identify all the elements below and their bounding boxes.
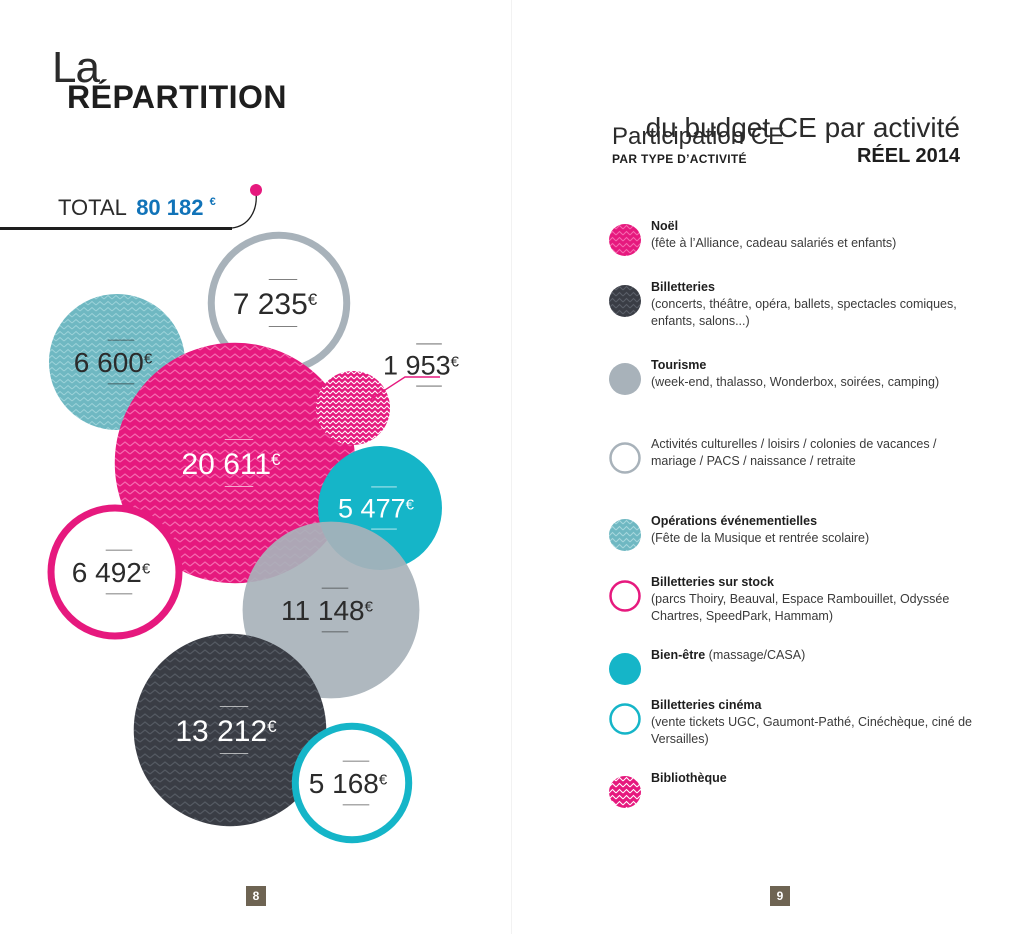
legend-title: Participation CE bbox=[612, 123, 785, 150]
legend-item-name: Billetteries sur stock bbox=[651, 575, 774, 589]
bubble-circle bbox=[291, 722, 413, 844]
legend-item-detail: (massage/CASA) bbox=[708, 648, 806, 662]
page-number-left: 8 bbox=[246, 886, 266, 906]
legend-swatch-icon bbox=[609, 224, 641, 256]
legend-item-detail: (parcs Thoiry, Beauval, Espace Rambouill… bbox=[651, 592, 950, 623]
legend-item-detail: Activités culturelles / loisirs / coloni… bbox=[651, 437, 937, 468]
legend-swatch-icon bbox=[609, 580, 641, 612]
legend-swatch-icon bbox=[609, 519, 641, 551]
bibliotheque-leader-line bbox=[370, 376, 440, 400]
legend-item-name: Opérations événementielles bbox=[651, 514, 818, 528]
total-block: TOTAL 80 182 € bbox=[58, 197, 216, 219]
legend-swatch-icon bbox=[609, 703, 641, 735]
legend-swatch-icon bbox=[609, 442, 641, 474]
legend-text: Billetteries cinéma (vente tickets UGC, G… bbox=[651, 697, 981, 748]
bubble-circle bbox=[315, 370, 391, 446]
total-unit: € bbox=[209, 196, 216, 208]
legend-item-name: Bibliothèque bbox=[651, 771, 727, 785]
legend-item-detail: (fête à l’Alliance, cadeau salariés et e… bbox=[651, 236, 897, 250]
bubble-2 bbox=[133, 633, 327, 827]
bubble-1 bbox=[114, 342, 356, 584]
legend-swatch-icon bbox=[609, 776, 641, 808]
legend-text: Billetteries (concerts, théâtre, opéra, b… bbox=[651, 279, 981, 330]
bubble-value-label: 6 492€ bbox=[72, 557, 151, 588]
legend-text: Activités culturelles / loisirs / coloni… bbox=[651, 436, 981, 470]
title-year: RÉEL 2014 bbox=[856, 145, 960, 167]
legend-text: Tourisme (week-end, thalasso, Wonderbox, … bbox=[651, 357, 981, 391]
bubble-value-label: 1 953€ bbox=[383, 351, 460, 381]
legend-text: Billetteries sur stock (parcs Thoiry, Bea… bbox=[651, 574, 981, 625]
legend-swatch-icon bbox=[609, 363, 641, 395]
legend-text: Bien-être (massage/CASA) bbox=[651, 647, 981, 664]
bubble-value-label: 11 148€ bbox=[281, 595, 374, 626]
title-budget: du budget CE par activité bbox=[645, 112, 960, 143]
bubble-6 bbox=[47, 504, 183, 640]
page-fold bbox=[511, 0, 512, 934]
bubble-value-label: 5 477€ bbox=[338, 494, 415, 524]
bubble-circle bbox=[133, 633, 327, 827]
total-label: TOTAL bbox=[58, 195, 127, 220]
legend-item-name: Billetteries cinéma bbox=[651, 698, 762, 712]
legend-item-name: Noël bbox=[651, 219, 679, 233]
legend-item-name: Tourisme bbox=[651, 358, 707, 372]
legend-swatch-icon bbox=[609, 285, 641, 317]
legend-swatch-icon bbox=[609, 653, 641, 685]
title-repartition: RÉPARTITION bbox=[67, 79, 288, 115]
total-value: 80 182 bbox=[136, 195, 204, 220]
bubble-circle bbox=[47, 504, 183, 640]
legend-item-detail: (Fête de la Musique et rentrée scolaire) bbox=[651, 531, 870, 545]
bubble-8 bbox=[291, 722, 413, 844]
total-underline bbox=[0, 227, 232, 230]
title-la: La bbox=[52, 43, 100, 92]
legend-item-detail: (week-end, thalasso, Wonderbox, soirées,… bbox=[651, 375, 940, 389]
bubble-value-label: 7 235€ bbox=[233, 288, 318, 321]
legend-text: Noël (fête à l’Alliance, cadeau salariés … bbox=[651, 218, 981, 252]
bubble-value-label: 13 212€ bbox=[175, 715, 277, 748]
total-swoosh bbox=[231, 191, 257, 229]
legend-text: Opérations événementielles (Fête de la Mu… bbox=[651, 513, 981, 547]
bubble-value-label: 5 168€ bbox=[309, 768, 388, 799]
total-dot bbox=[250, 184, 262, 196]
legend-item-detail: (concerts, théâtre, opéra, ballets, spec… bbox=[651, 297, 957, 328]
bubble-value-label: 20 611€ bbox=[182, 448, 282, 481]
legend-text: Bibliothèque bbox=[651, 770, 981, 787]
legend-item-detail: (vente tickets UGC, Gaumont-Pathé, Cinéc… bbox=[651, 715, 972, 746]
bubble-chart: 20 611€ 13 212€ 11 148€ 7 235€ 6 600€ 6 492€ 5… bbox=[47, 184, 460, 844]
page-number-right: 9 bbox=[770, 886, 790, 906]
legend-item-name: Bien-être bbox=[651, 648, 706, 662]
legend-item-name: Billetteries bbox=[651, 280, 715, 294]
legend-subtitle: PAR TYPE D’ACTIVITÉ bbox=[612, 152, 747, 166]
bubble-circle bbox=[114, 342, 356, 584]
bubble-9 bbox=[315, 370, 391, 446]
bubble-value-label: 6 600€ bbox=[74, 347, 153, 378]
